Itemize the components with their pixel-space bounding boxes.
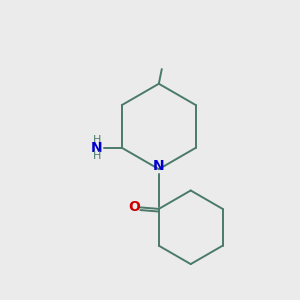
- Text: H: H: [93, 134, 101, 145]
- Text: N: N: [91, 141, 103, 155]
- Text: N: N: [153, 159, 165, 172]
- Text: H: H: [93, 151, 101, 161]
- Text: O: O: [128, 200, 140, 214]
